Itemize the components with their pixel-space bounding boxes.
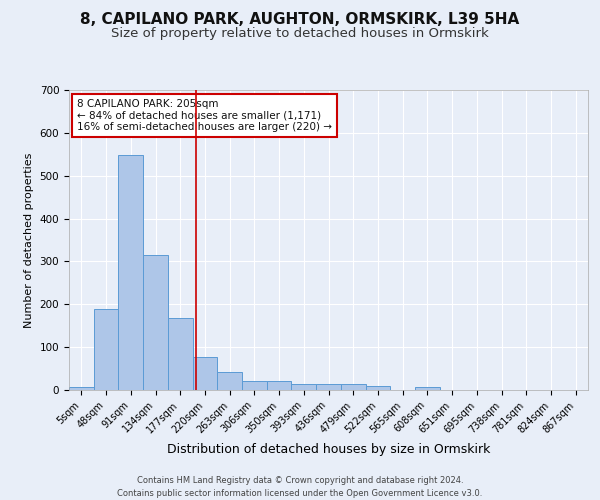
- Bar: [193, 357, 217, 390]
- Bar: [217, 372, 242, 390]
- Bar: [292, 384, 316, 390]
- Bar: [118, 155, 143, 390]
- Bar: [168, 318, 193, 390]
- Bar: [267, 382, 292, 390]
- Bar: [341, 384, 365, 390]
- Bar: [365, 386, 390, 390]
- Bar: [143, 255, 168, 390]
- Y-axis label: Number of detached properties: Number of detached properties: [24, 152, 34, 328]
- Bar: [69, 386, 94, 390]
- Text: 8, CAPILANO PARK, AUGHTON, ORMSKIRK, L39 5HA: 8, CAPILANO PARK, AUGHTON, ORMSKIRK, L39…: [80, 12, 520, 28]
- X-axis label: Distribution of detached houses by size in Ormskirk: Distribution of detached houses by size …: [167, 443, 490, 456]
- Text: 8 CAPILANO PARK: 205sqm
← 84% of detached houses are smaller (1,171)
16% of semi: 8 CAPILANO PARK: 205sqm ← 84% of detache…: [77, 99, 332, 132]
- Bar: [94, 310, 118, 390]
- Text: Size of property relative to detached houses in Ormskirk: Size of property relative to detached ho…: [111, 28, 489, 40]
- Bar: [242, 382, 267, 390]
- Text: Contains HM Land Registry data © Crown copyright and database right 2024.
Contai: Contains HM Land Registry data © Crown c…: [118, 476, 482, 498]
- Bar: [415, 388, 440, 390]
- Bar: [316, 384, 341, 390]
